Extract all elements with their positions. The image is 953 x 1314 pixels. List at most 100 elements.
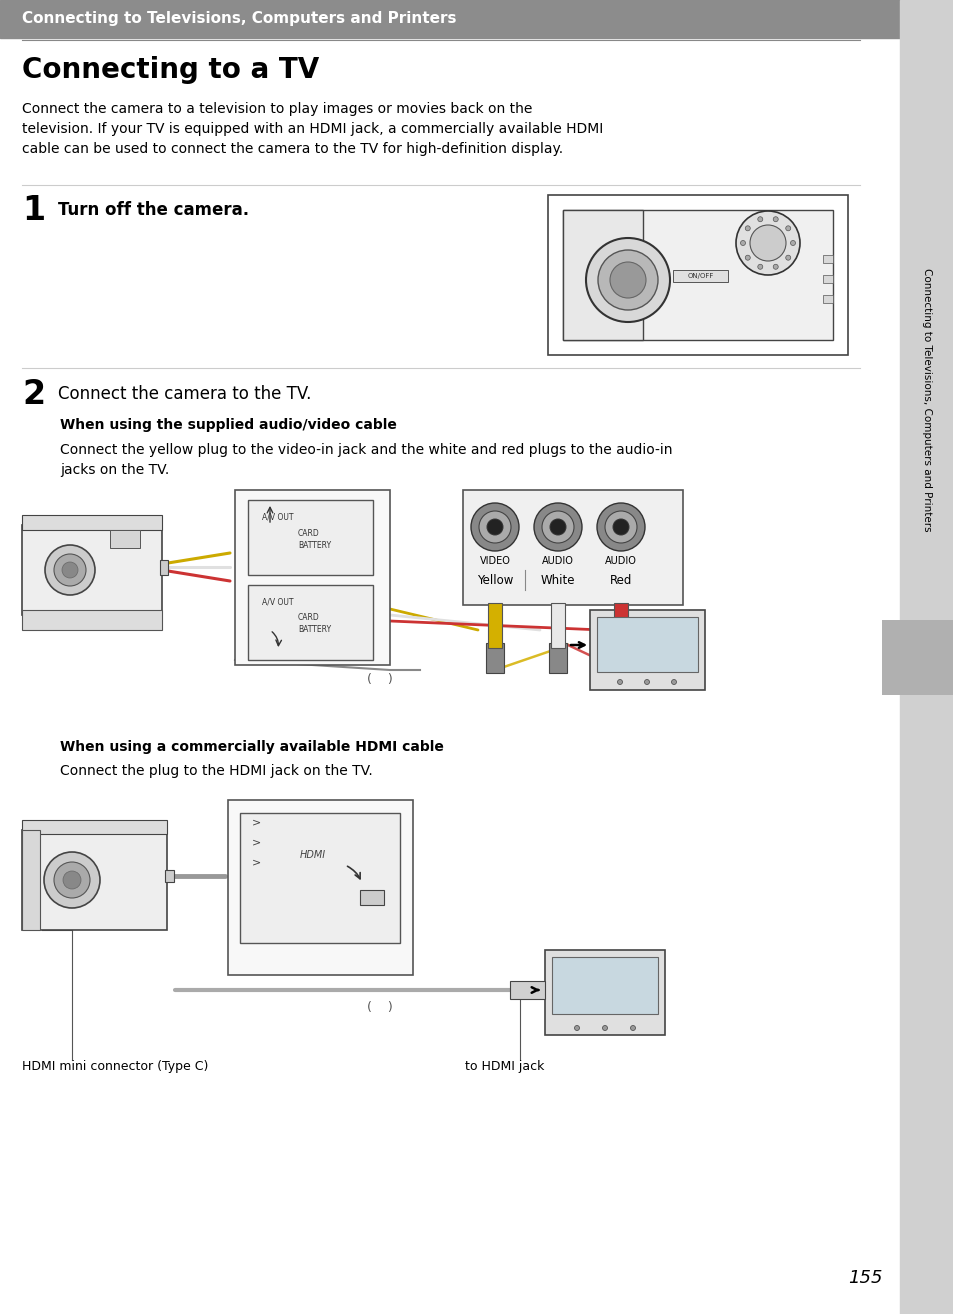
Text: Red: Red: [609, 573, 632, 586]
Circle shape: [63, 871, 81, 890]
Bar: [234, 490, 390, 665]
Circle shape: [478, 511, 511, 543]
Text: Connecting to Televisions, Computers and Printers: Connecting to Televisions, Computers and…: [22, 12, 456, 26]
Circle shape: [585, 238, 669, 322]
Circle shape: [757, 264, 762, 269]
Circle shape: [744, 255, 749, 260]
Text: White: White: [540, 573, 575, 586]
Bar: [462, 490, 682, 604]
Circle shape: [541, 511, 574, 543]
Text: Yellow: Yellow: [476, 573, 513, 586]
Text: >: >: [252, 837, 261, 848]
Bar: [822, 255, 832, 263]
Bar: [22, 526, 162, 615]
Text: HDMI mini connector (Type C): HDMI mini connector (Type C): [22, 1060, 208, 1074]
Circle shape: [45, 545, 95, 595]
Text: (    ): ( ): [367, 673, 393, 686]
Circle shape: [773, 217, 778, 222]
Bar: [544, 950, 664, 1035]
Bar: [0, 0, 953, 38]
Circle shape: [735, 212, 800, 275]
Bar: [882, 620, 953, 695]
Text: 155: 155: [847, 1269, 882, 1286]
Text: Connecting to Televisions, Computers and Printers: Connecting to Televisions, Computers and…: [921, 268, 931, 532]
Circle shape: [534, 503, 581, 551]
Text: Connect the camera to the TV.: Connect the camera to the TV.: [58, 385, 311, 403]
Bar: [22, 830, 167, 930]
Bar: [672, 269, 727, 283]
Circle shape: [671, 679, 676, 685]
Text: A/V OUT: A/V OUT: [262, 598, 294, 607]
Text: >: >: [252, 817, 261, 827]
Text: A/V OUT: A/V OUT: [262, 512, 294, 522]
Text: Connect the camera to a television to play images or movies back on the
televisi: Connect the camera to a television to pl…: [22, 102, 602, 156]
Bar: [899, 0, 953, 1314]
Bar: [160, 560, 168, 576]
Circle shape: [773, 264, 778, 269]
Text: 2: 2: [22, 377, 45, 410]
Text: When using the supplied audio/video cable: When using the supplied audio/video cabl…: [60, 418, 396, 432]
Bar: [22, 830, 40, 930]
Bar: [822, 296, 832, 304]
Text: BATTERY: BATTERY: [297, 625, 331, 635]
Circle shape: [749, 225, 785, 261]
Bar: [248, 501, 373, 576]
Bar: [22, 610, 162, 629]
Circle shape: [740, 240, 744, 246]
Bar: [240, 813, 399, 943]
Bar: [165, 870, 173, 882]
Text: >: >: [252, 857, 261, 867]
Text: AUDIO: AUDIO: [541, 556, 574, 566]
Circle shape: [785, 226, 790, 231]
Text: Turn off the camera.: Turn off the camera.: [58, 201, 249, 219]
Circle shape: [550, 519, 565, 535]
Text: 1: 1: [22, 193, 45, 226]
Text: Connect the plug to the HDMI jack on the TV.: Connect the plug to the HDMI jack on the…: [60, 763, 373, 778]
Bar: [548, 643, 566, 673]
Bar: [612, 643, 629, 673]
Circle shape: [609, 261, 645, 298]
Bar: [597, 618, 698, 671]
Bar: [228, 800, 413, 975]
Circle shape: [604, 511, 637, 543]
Bar: [22, 820, 167, 834]
Text: VIDEO: VIDEO: [479, 556, 510, 566]
Circle shape: [471, 503, 518, 551]
Circle shape: [598, 250, 658, 310]
Text: When using a commercially available HDMI cable: When using a commercially available HDMI…: [60, 740, 443, 754]
Circle shape: [574, 1025, 578, 1030]
Circle shape: [744, 226, 749, 231]
Bar: [359, 890, 384, 905]
Text: AUDIO: AUDIO: [604, 556, 637, 566]
Text: Connecting to a TV: Connecting to a TV: [22, 57, 319, 84]
Circle shape: [617, 679, 622, 685]
FancyBboxPatch shape: [22, 515, 162, 530]
Text: (    ): ( ): [367, 1001, 393, 1014]
Text: Connect the yellow plug to the video-in jack and the white and red plugs to the : Connect the yellow plug to the video-in …: [60, 443, 672, 477]
Bar: [510, 982, 544, 999]
Bar: [488, 603, 501, 648]
Bar: [822, 275, 832, 283]
Circle shape: [486, 519, 502, 535]
Text: BATTERY: BATTERY: [297, 540, 331, 549]
Circle shape: [54, 555, 86, 586]
Text: CARD: CARD: [297, 614, 319, 623]
Bar: [485, 643, 503, 673]
Circle shape: [54, 862, 90, 897]
Text: ON/OFF: ON/OFF: [687, 273, 714, 279]
Circle shape: [62, 562, 78, 578]
Circle shape: [785, 255, 790, 260]
Circle shape: [597, 503, 644, 551]
Bar: [614, 603, 627, 648]
Circle shape: [757, 217, 762, 222]
Bar: [248, 585, 373, 660]
Text: HDMI: HDMI: [299, 850, 326, 859]
Bar: [589, 610, 704, 690]
Circle shape: [613, 519, 628, 535]
Circle shape: [630, 1025, 635, 1030]
Bar: [110, 530, 140, 548]
Circle shape: [644, 679, 649, 685]
Text: CARD: CARD: [297, 528, 319, 537]
Circle shape: [602, 1025, 607, 1030]
Bar: [547, 194, 847, 355]
